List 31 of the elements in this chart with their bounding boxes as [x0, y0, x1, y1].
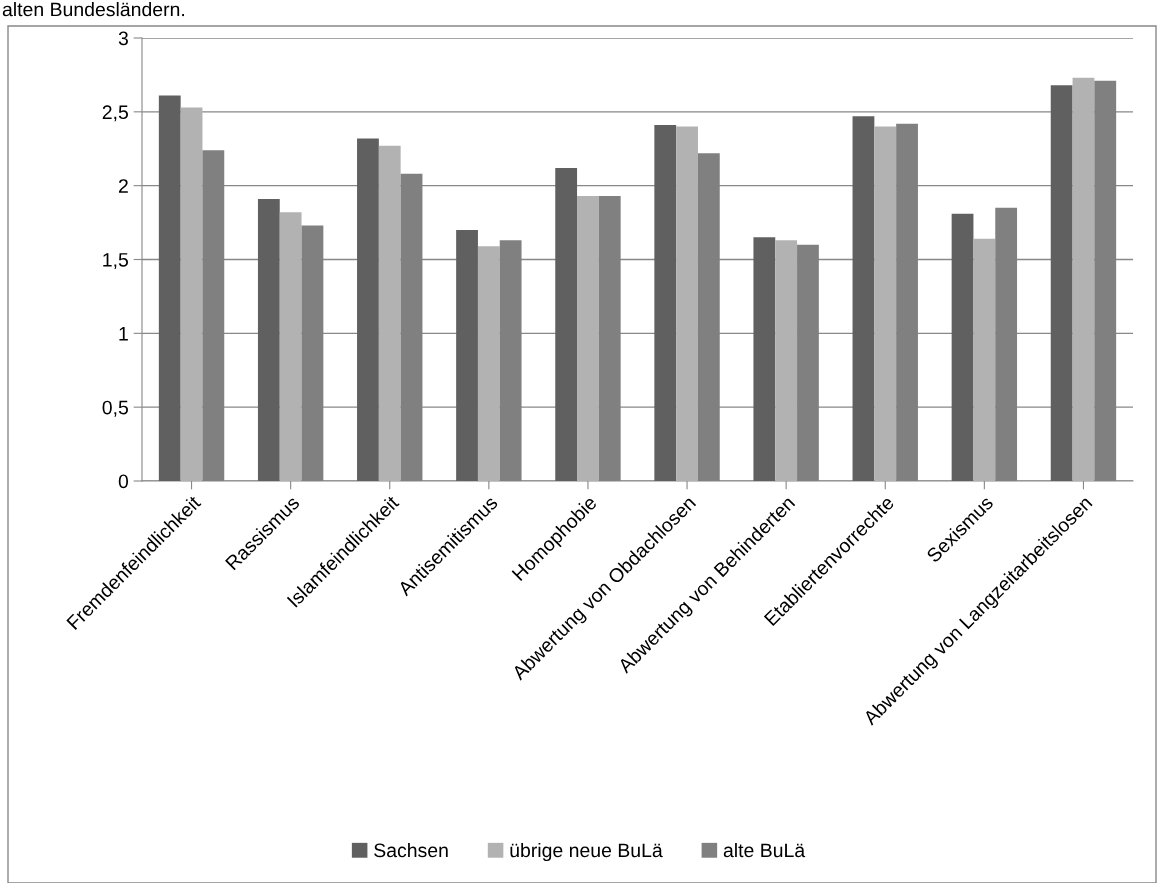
- y-tick-label: 1: [119, 327, 128, 341]
- y-tick-label: 2,5: [102, 105, 128, 122]
- bar: [378, 145, 401, 481]
- bar: [555, 167, 578, 481]
- bar: [676, 126, 698, 481]
- chart-title: alten Bundesländern.: [2, 2, 185, 17]
- bar: [456, 229, 478, 481]
- bar: [1050, 85, 1073, 481]
- bar: [477, 246, 500, 481]
- y-tick-label: 0,5: [102, 400, 128, 417]
- legend-label: alte BuLä: [723, 842, 806, 858]
- y-tick-label: 0: [118, 474, 129, 489]
- bar: [775, 240, 798, 481]
- bar: [654, 125, 677, 481]
- bar: [753, 237, 776, 481]
- bar: [180, 107, 203, 481]
- bar: [874, 126, 897, 481]
- bar: [852, 116, 875, 481]
- legend-label: übrige neue BuLä: [510, 842, 663, 862]
- bar: [279, 212, 302, 481]
- legend-label: Sachsen: [374, 842, 448, 858]
- bar: [158, 95, 181, 481]
- bar: [973, 238, 996, 481]
- y-tick-label: 1,5: [103, 253, 128, 270]
- y-tick-label: 2: [118, 179, 128, 193]
- bar: [577, 196, 599, 481]
- bar: [257, 198, 280, 481]
- bar: [951, 213, 974, 481]
- bar: [1072, 77, 1095, 481]
- y-tick-label: 3: [118, 31, 128, 46]
- bar: [357, 138, 379, 481]
